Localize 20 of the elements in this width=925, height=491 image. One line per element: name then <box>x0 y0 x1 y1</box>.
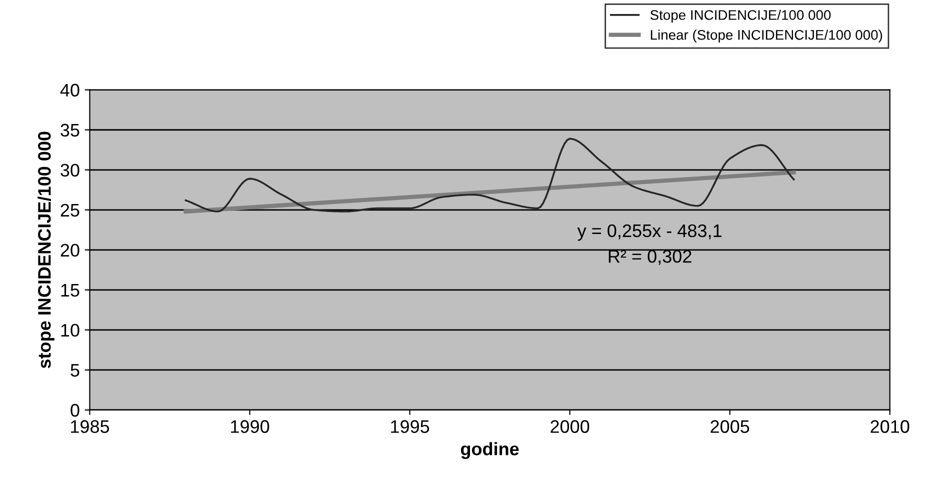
legend-label: Stope INCIDENCIJE/100 000 <box>650 10 831 23</box>
x-tick-label: 1985 <box>71 420 110 433</box>
y-tick-label: 20 <box>60 244 80 257</box>
y-axis-title: stope INCIDENCIJE/100 000 <box>38 132 54 368</box>
legend-label: Linear (Stope INCIDENCIJE/100 000) <box>650 30 882 43</box>
x-tick-label: 2000 <box>550 420 590 433</box>
y-tick-label: 35 <box>60 124 80 137</box>
y-tick-label: 0 <box>70 404 80 417</box>
x-axis-title: godine <box>460 442 519 460</box>
y-tick-label: 15 <box>61 284 80 297</box>
y-tick-label: 25 <box>60 204 80 217</box>
y-tick-label: 30 <box>60 164 80 177</box>
annotation: y = 0,255x - 483,1 <box>577 224 722 241</box>
y-tick-label: 5 <box>70 364 80 377</box>
y-tick-label: 40 <box>60 84 80 97</box>
x-tick-label: 2010 <box>870 420 910 433</box>
x-tick-label: 1995 <box>391 420 430 433</box>
x-tick-label: 2005 <box>710 420 750 433</box>
y-tick-label: 10 <box>61 324 80 337</box>
x-tick-label: 1990 <box>231 420 270 433</box>
